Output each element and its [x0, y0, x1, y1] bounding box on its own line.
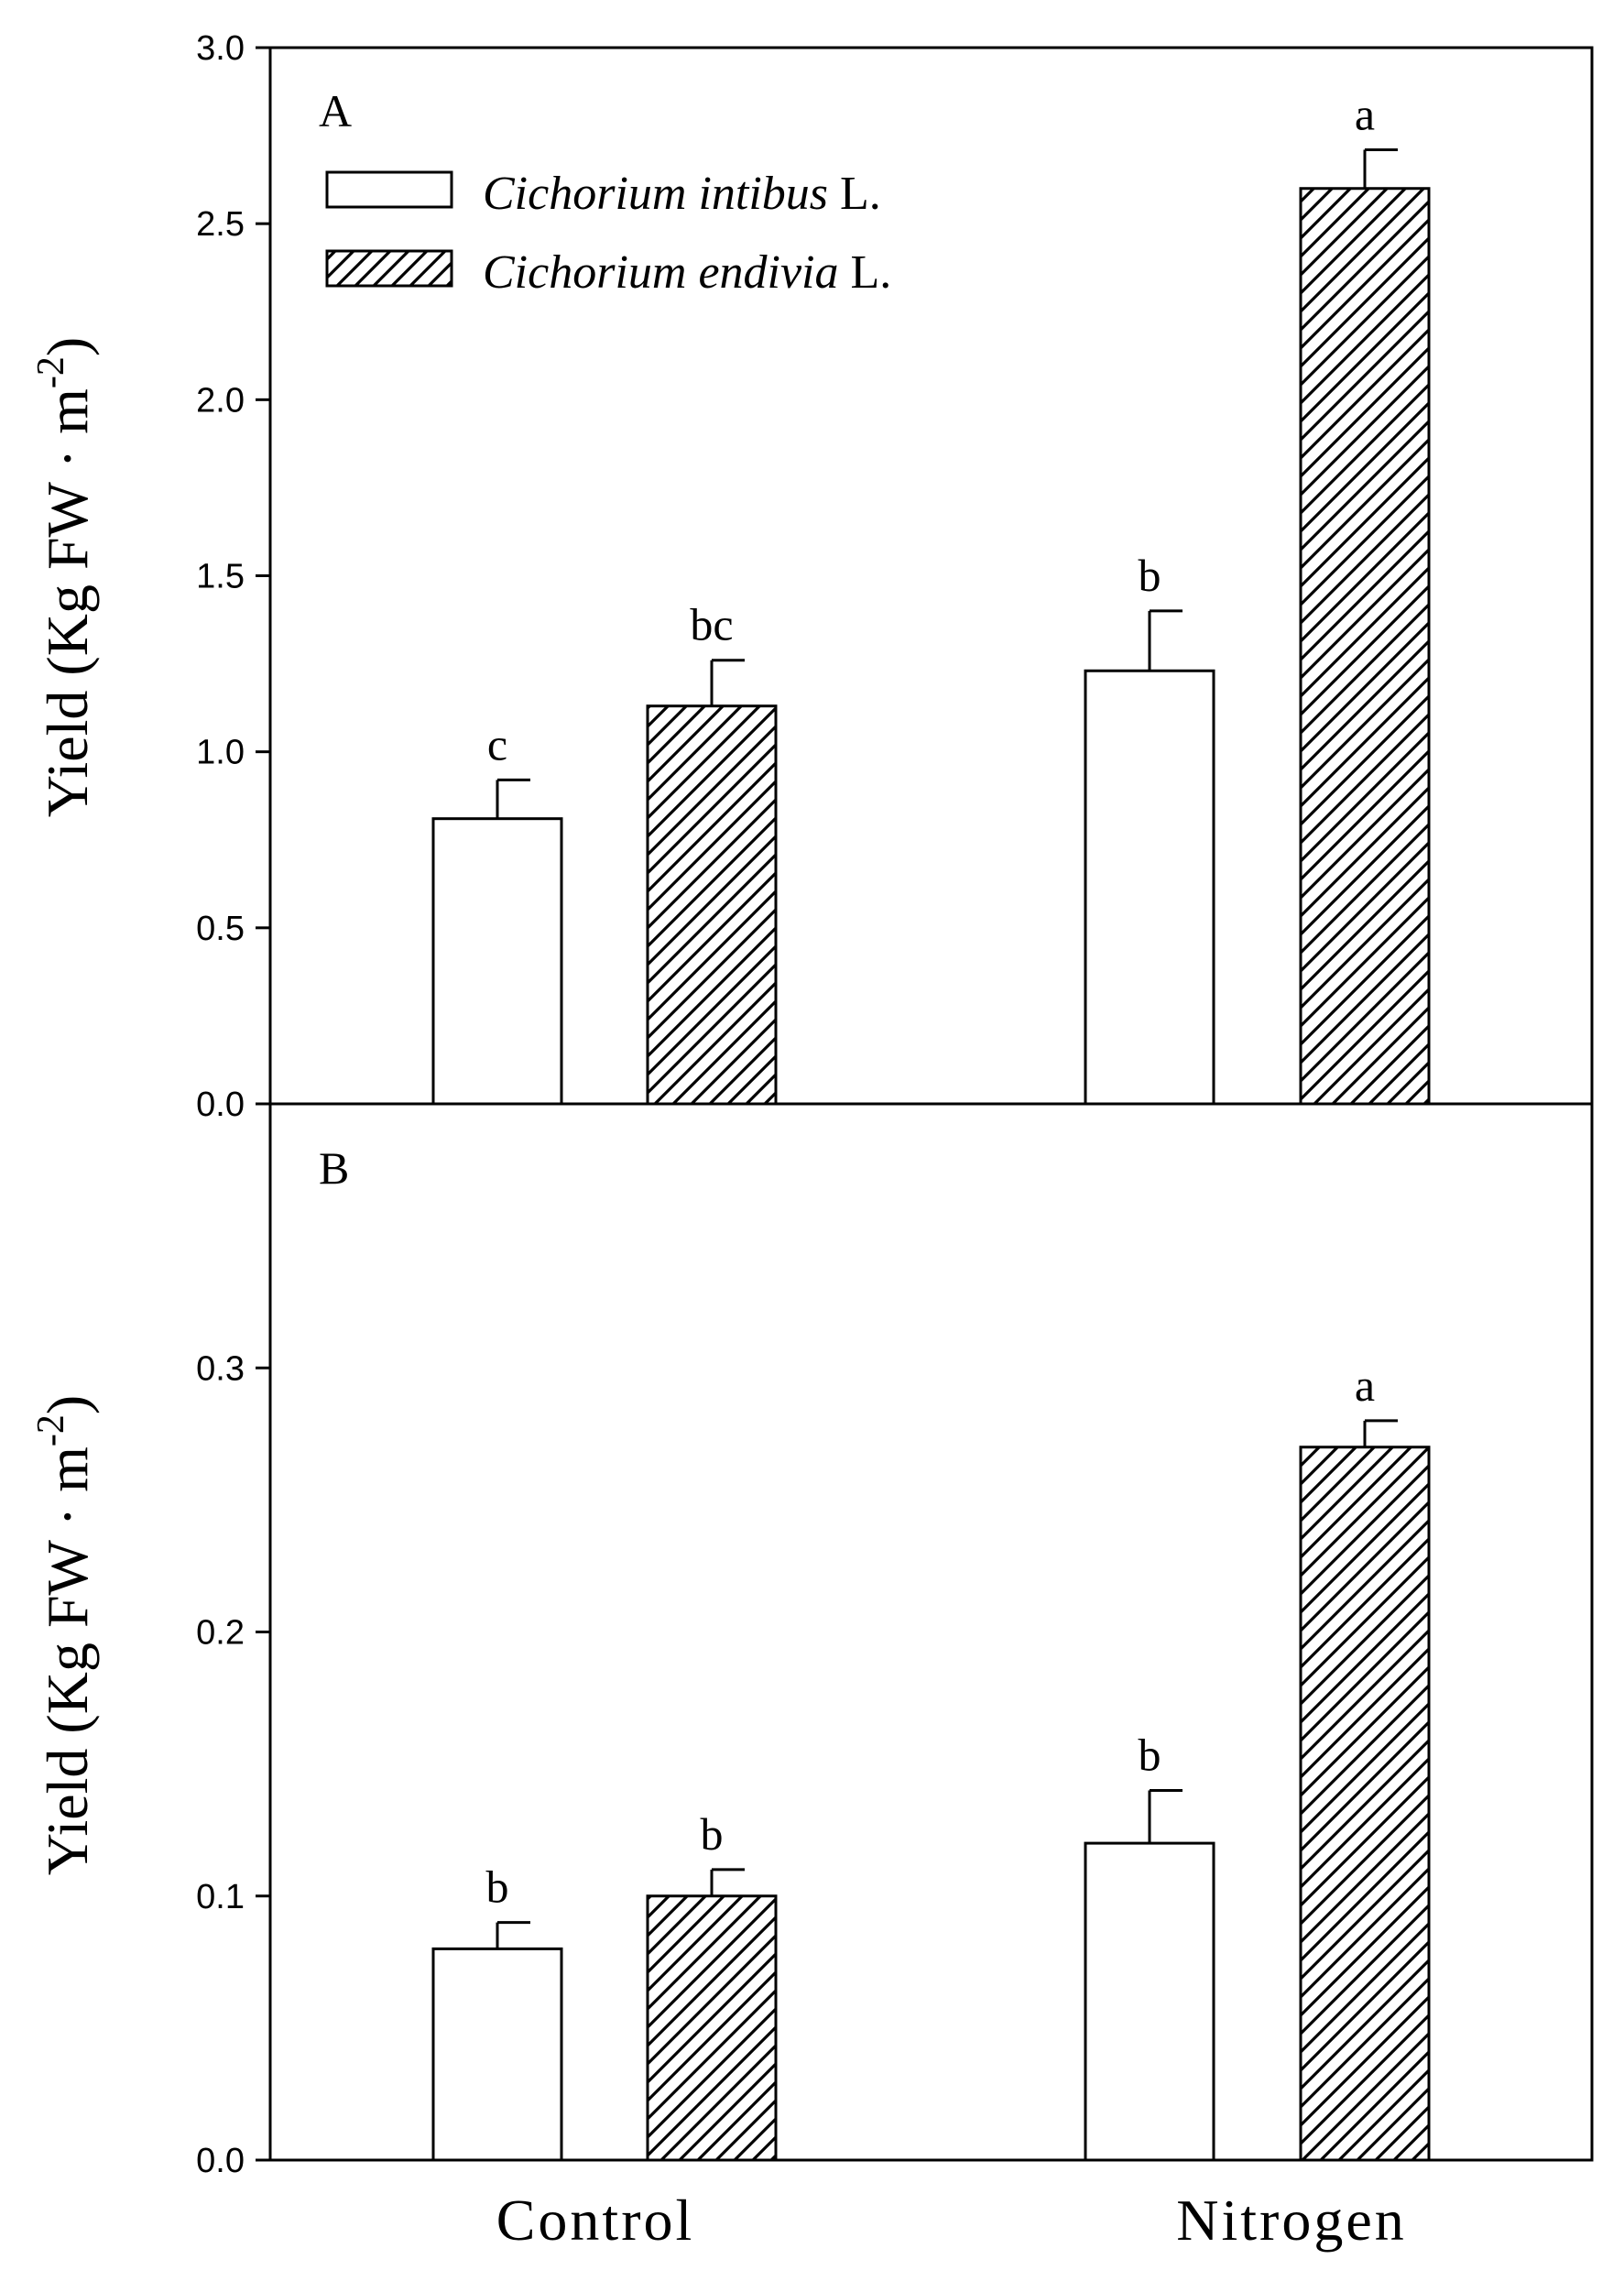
legend-label-endivia-suffix: L. — [839, 246, 892, 299]
panel-b-ytick-label-3: 0.3 — [196, 1349, 245, 1388]
panel-a-ytick-label-4: 2.0 — [196, 381, 245, 420]
panel-b-endivia-control-bar — [646, 1894, 778, 2162]
panel-b-y-axis: 0.0 0.1 0.2 0.3 — [196, 1349, 270, 2180]
panel-a-y-axis-label: Yield (Kg FW · m-2) — [30, 337, 100, 817]
panel-a-endivia-control-significance-letter: bc — [690, 599, 733, 650]
panel-a: 0.0 0.5 1.0 1.5 2.0 2.5 3.0 c b bc a A Yield (Kg … — [30, 29, 1594, 1124]
panel-a-y-axis: 0.0 0.5 1.0 1.5 2.0 2.5 3.0 — [196, 29, 270, 1124]
x-category-nitrogen: Nitrogen — [1176, 2188, 1407, 2253]
panel-b-ytick-label-2: 0.2 — [196, 1614, 245, 1653]
panel-a-ytick-label-6: 3.0 — [196, 29, 245, 68]
legend-label-endivia-italic: Cichorium endivia — [483, 246, 839, 299]
panel-a-bars: c b bc a — [431, 88, 1431, 1106]
panel-b-ytick-label-0: 0.0 — [196, 2142, 245, 2180]
panel-a-intibus-control-significance-letter: c — [487, 718, 507, 769]
panel-a-ytick-label-3: 1.5 — [196, 558, 245, 596]
panel-a-intibus-nitrogen-significance-letter: b — [1139, 550, 1161, 601]
panel-a-endivia-nitrogen-significance-letter: a — [1355, 88, 1375, 139]
panel-b-y-axis-label: Yield (Kg FW · m-2) — [30, 1395, 100, 1875]
legend: Cichorium intibus L. Cichorium endivia L… — [325, 168, 891, 299]
panel-b-ytick-label-1: 0.1 — [196, 1878, 245, 1916]
panel-a-endivia-control-bar — [646, 704, 778, 1106]
panel-a-ytick-label-2: 1.0 — [196, 734, 245, 772]
legend-label-intibus-suffix: L. — [828, 168, 881, 220]
panel-b-bars: b b b a — [431, 1359, 1431, 2162]
panel-b-intibus-nitrogen-significance-letter: b — [1139, 1729, 1161, 1780]
legend-label-intibus: Cichorium intibus L. — [483, 168, 881, 220]
panel-a-intibus-nitrogen-bar — [1084, 669, 1215, 1106]
panel-a-y-axis-label-main: Yield (Kg FW · m — [35, 388, 100, 817]
panel-b: 0.0 0.1 0.2 0.3 b b b a B Yield (Kg FW · m-2) — [30, 1102, 1594, 2180]
panel-a-intibus-control-bar — [431, 817, 563, 1106]
panel-a-y-axis-label-close: ) — [35, 337, 100, 356]
panel-b-endivia-control-significance-letter: b — [701, 1808, 724, 1860]
panel-b-y-axis-label-close: ) — [35, 1395, 100, 1414]
panel-b-y-axis-label-sup: -2 — [30, 1414, 72, 1446]
panel-b-endivia-nitrogen-significance-letter: a — [1355, 1359, 1375, 1411]
legend-swatch-endivia — [325, 249, 453, 288]
panel-a-ytick-label-1: 0.5 — [196, 910, 245, 948]
legend-label-intibus-italic: Cichorium intibus — [483, 168, 828, 220]
panel-a-endivia-nitrogen-bar — [1299, 187, 1431, 1106]
panel-a-ytick-label-0: 0.0 — [196, 1086, 245, 1124]
panel-a-letter: A — [319, 85, 352, 136]
legend-label-endivia: Cichorium endivia L. — [483, 246, 891, 299]
panel-a-y-axis-label-sup: -2 — [30, 356, 72, 388]
panel-b-endivia-nitrogen-bar — [1299, 1446, 1431, 2162]
panel-b-intibus-nitrogen-bar — [1084, 1841, 1215, 2162]
panel-b-y-axis-label-main: Yield (Kg FW · m — [35, 1446, 100, 1875]
panel-a-ytick-label-5: 2.5 — [196, 205, 245, 244]
panel-b-intibus-control-bar — [431, 1947, 563, 2162]
panel-b-letter: B — [319, 1142, 349, 1194]
panel-b-intibus-control-significance-letter: b — [486, 1861, 509, 1913]
legend-swatch-intibus — [325, 170, 453, 209]
x-category-control: Control — [496, 2188, 695, 2253]
